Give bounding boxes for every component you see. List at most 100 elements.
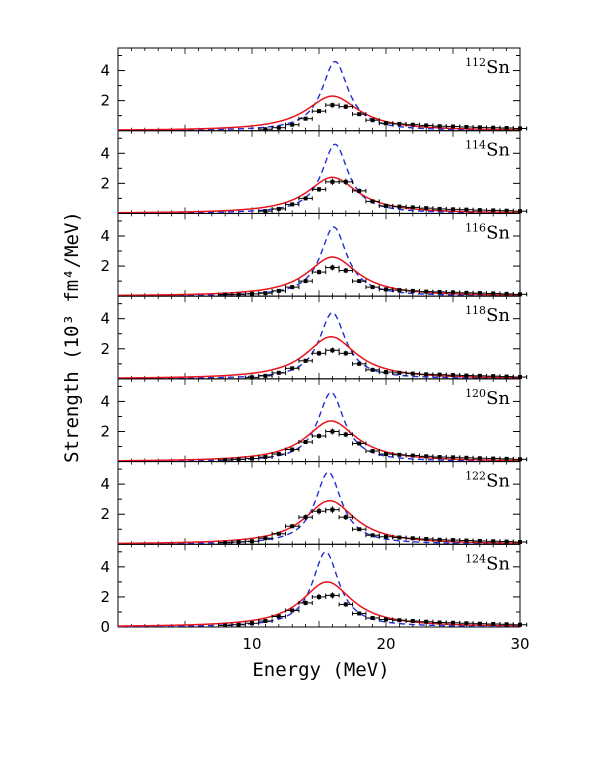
data-marker <box>263 536 268 541</box>
data-marker <box>370 367 375 372</box>
data-point <box>338 602 353 607</box>
data-marker <box>451 620 455 625</box>
data-marker <box>424 289 429 294</box>
data-marker <box>303 279 308 284</box>
data-marker <box>491 621 496 626</box>
data-marker <box>464 290 469 295</box>
data-point <box>338 178 353 186</box>
data-point <box>512 209 528 214</box>
data-marker <box>437 289 442 294</box>
panel-label-mass: 118 <box>465 304 486 317</box>
data-marker <box>477 208 482 213</box>
panel-frame <box>117 130 521 214</box>
data-marker <box>451 373 455 378</box>
data-marker <box>290 524 295 529</box>
data-marker <box>303 600 308 605</box>
theory-solid-line <box>117 335 521 379</box>
data-point <box>271 614 286 619</box>
data-point <box>285 366 300 371</box>
data-point <box>311 433 327 439</box>
data-point <box>419 454 434 459</box>
data-marker <box>250 539 254 544</box>
y-tick-label: 4 <box>100 392 110 410</box>
panel-frame <box>117 295 521 380</box>
data-marker <box>477 538 482 543</box>
data-marker <box>330 103 335 108</box>
data-marker <box>504 291 509 296</box>
data-marker <box>477 456 482 461</box>
data-marker <box>357 611 362 616</box>
data-point <box>392 618 407 623</box>
data-marker <box>276 370 281 375</box>
data-point <box>231 622 246 627</box>
panel-label: 122Sn <box>465 470 510 492</box>
data-marker <box>330 507 335 512</box>
data-point <box>285 524 300 529</box>
data-point <box>311 186 327 192</box>
panel-120-sn: 2 4 120Sn <box>100 378 528 463</box>
data-point <box>338 350 353 356</box>
y-tick-label: 2 <box>100 422 110 440</box>
x-tick-label: 30 <box>510 635 529 653</box>
panel-116-sn: 2 4 116Sn <box>100 212 528 297</box>
data-marker <box>290 608 295 613</box>
data-point <box>432 289 447 294</box>
data-marker <box>290 122 295 127</box>
data-marker <box>384 121 388 126</box>
data-point <box>271 531 286 536</box>
data-marker <box>464 207 469 212</box>
theory-dashed-line <box>117 311 520 380</box>
y-tick-label: 4 <box>100 475 110 493</box>
data-marker <box>504 126 509 131</box>
data-marker <box>451 124 455 129</box>
data-marker <box>263 291 268 296</box>
theory-dashed-line <box>118 143 521 214</box>
theory-solid-line <box>117 256 521 297</box>
data-point <box>311 350 327 356</box>
data-marker <box>397 452 402 457</box>
data-marker <box>370 199 375 204</box>
data-marker <box>410 205 415 210</box>
data-marker <box>303 358 308 363</box>
data-marker <box>236 540 241 545</box>
panel-112-sn: 2 4 112Sn <box>100 47 528 132</box>
panel-124-sn: 0 2 4 124Sn <box>100 543 528 636</box>
data-marker <box>464 455 469 460</box>
data-marker <box>370 285 375 290</box>
data-marker <box>491 456 496 461</box>
data-point <box>298 514 313 520</box>
data-marker <box>491 291 496 296</box>
data-marker <box>424 619 429 624</box>
data-marker <box>464 124 469 129</box>
data-point <box>405 205 420 210</box>
data-marker <box>317 270 321 275</box>
data-marker <box>424 206 429 211</box>
data-marker <box>223 540 228 545</box>
data-marker <box>397 618 402 623</box>
data-marker <box>397 288 402 293</box>
y-tick-label: 4 <box>100 558 110 576</box>
y-tick-label: 4 <box>100 62 110 80</box>
data-marker <box>223 292 228 297</box>
panel-label: 118Sn <box>465 304 510 326</box>
panel-label-element: Sn <box>486 140 510 161</box>
data-marker <box>357 361 362 366</box>
data-marker <box>424 537 429 542</box>
data-marker <box>410 453 415 458</box>
data-marker <box>317 434 321 439</box>
x-tick-label: 10 <box>242 635 261 653</box>
data-marker <box>276 288 281 293</box>
data-marker <box>236 292 241 297</box>
data-point <box>459 290 474 295</box>
data-marker <box>317 351 321 356</box>
data-marker <box>384 617 388 622</box>
data-marker <box>303 116 308 121</box>
panel-frame <box>117 47 521 132</box>
panel-frame <box>117 461 521 545</box>
theory-dashed-line <box>118 551 521 628</box>
data-point <box>512 126 528 131</box>
data-marker <box>518 622 522 627</box>
data-marker <box>276 452 281 457</box>
data-marker <box>290 285 295 290</box>
data-marker <box>303 515 308 520</box>
